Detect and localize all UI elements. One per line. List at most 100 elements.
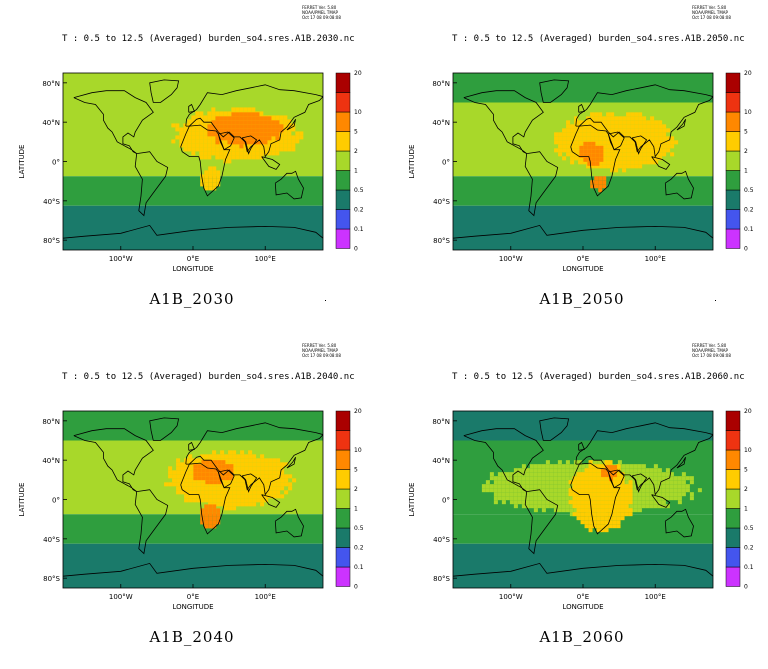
- heatmap-cell: [617, 512, 621, 516]
- heatmap-cell: [216, 512, 220, 516]
- heatmap-cell: [236, 486, 240, 490]
- heatmap-cell: [239, 120, 243, 124]
- heatmap-cell: [558, 476, 562, 480]
- heatmap-cell: [658, 132, 662, 136]
- plot-title: T : 0.5 to 12.5 (Averaged) burden_so4.sr…: [452, 372, 745, 382]
- heatmap-cell: [646, 132, 650, 136]
- heatmap-cell: [256, 482, 260, 486]
- heatmap-cell: [227, 155, 231, 159]
- heatmap-cell: [617, 476, 621, 480]
- colorbar-label: 0.1: [744, 226, 754, 233]
- colorbar-label: 2: [354, 486, 358, 493]
- heatmap-cell: [558, 480, 562, 484]
- heatmap-cell: [597, 476, 601, 480]
- heatmap-cell: [251, 147, 255, 151]
- heatmap-cell: [605, 496, 609, 500]
- heatmap-cell: [618, 160, 622, 164]
- heatmap-field: [453, 411, 713, 588]
- colorbar-label: 20: [744, 70, 752, 77]
- heatmap-cell: [634, 128, 638, 132]
- heatmap-cell: [271, 147, 275, 151]
- heatmap-cell: [682, 488, 686, 492]
- heatmap-cell: [263, 128, 267, 132]
- colorbar-swatch: [336, 528, 350, 548]
- heatmap-cell: [586, 136, 590, 140]
- heatmap-cell: [613, 524, 617, 528]
- heatmap-cell: [550, 504, 554, 508]
- heatmap-cell: [581, 508, 585, 512]
- colorbar-swatch: [336, 431, 350, 451]
- heatmap-cell: [562, 144, 566, 148]
- colorbar-label: 10: [744, 109, 752, 116]
- heatmap-cell: [609, 508, 613, 512]
- heatmap-cell: [622, 128, 626, 132]
- heatmap-cell: [172, 474, 176, 478]
- heatmap-cell: [212, 520, 216, 524]
- heatmap-cell: [585, 468, 589, 472]
- heatmap-cell: [590, 112, 594, 116]
- heatmap-cell: [662, 148, 666, 152]
- heatmap-cell: [674, 488, 678, 492]
- heatmap-cell: [610, 152, 614, 156]
- heatmap-cell: [626, 472, 630, 476]
- heatmap-cell: [577, 500, 581, 504]
- colorbar-swatch: [336, 210, 350, 230]
- heatmap-cell: [666, 496, 670, 500]
- x-tick-label: 100°E: [645, 593, 666, 601]
- heatmap-cell: [591, 142, 595, 146]
- heatmap-cell: [208, 512, 212, 516]
- heatmap-cell: [176, 458, 180, 462]
- y-tick-label: 40°S: [433, 198, 450, 206]
- heatmap-cell: [291, 147, 295, 151]
- heatmap-cell: [634, 508, 638, 512]
- heatmap-cell: [550, 488, 554, 492]
- heatmap-cell: [573, 504, 577, 508]
- y-tick-label: 0°: [52, 497, 60, 505]
- heatmap-cell: [577, 480, 581, 484]
- heatmap-cell: [256, 498, 260, 502]
- heatmap-cell: [188, 474, 192, 478]
- heatmap-cell: [212, 178, 216, 182]
- heatmap-cell: [482, 484, 486, 488]
- heatmap-cell: [566, 140, 570, 144]
- heatmap-cell: [578, 160, 582, 164]
- heatmap-cell: [662, 132, 666, 136]
- heatmap-cell: [554, 136, 558, 140]
- heatmap-cell: [562, 508, 566, 512]
- heatmap-cell: [646, 468, 650, 472]
- heatmap-cell: [593, 500, 597, 504]
- colorbar-swatch: [726, 190, 740, 210]
- heatmap-cell: [193, 476, 197, 480]
- heatmap-cell: [558, 136, 562, 140]
- heatmap-cell: [260, 486, 264, 490]
- heatmap-cell: [538, 472, 542, 476]
- heatmap-cell: [582, 124, 586, 128]
- heatmap-cell: [678, 500, 682, 504]
- heatmap-cell: [204, 498, 208, 502]
- heatmap-cell: [618, 116, 622, 120]
- heatmap-cell: [558, 472, 562, 476]
- heatmap-cell: [642, 132, 646, 136]
- heatmap-cell: [613, 516, 617, 520]
- heatmap-cell: [256, 494, 260, 498]
- heatmap-cell: [175, 135, 179, 139]
- heatmap-cell: [243, 107, 247, 111]
- heatmap-cell: [227, 136, 231, 140]
- colorbar-swatch: [726, 509, 740, 529]
- heatmap-cell: [570, 156, 574, 160]
- heatmap-cell: [215, 116, 219, 120]
- heatmap-cell: [514, 492, 518, 496]
- heatmap-cell: [614, 116, 618, 120]
- heatmap-cell: [686, 488, 690, 492]
- colorbar-label: 5: [354, 467, 358, 474]
- heatmap-cell: [642, 496, 646, 500]
- heatmap-cell: [626, 464, 630, 468]
- heatmap-cell: [585, 472, 589, 476]
- heatmap-cell: [225, 464, 229, 468]
- heatmap-cell: [562, 480, 566, 484]
- heatmap-cell: [288, 474, 292, 478]
- heatmap-cell: [209, 480, 213, 484]
- heatmap-cell: [240, 450, 244, 454]
- heatmap-cell: [256, 486, 260, 490]
- heatmap-cell: [263, 136, 267, 140]
